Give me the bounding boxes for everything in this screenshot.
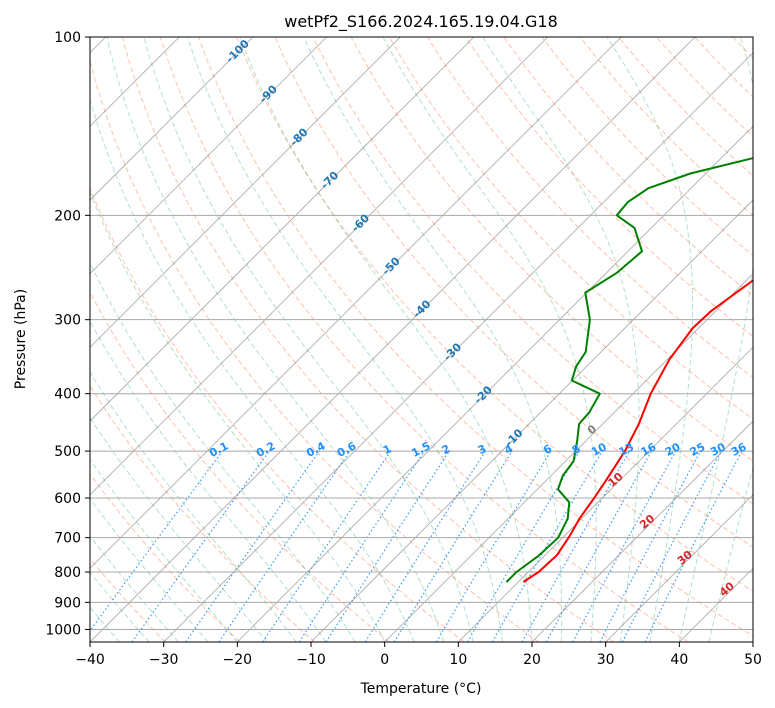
plot-frame <box>89 36 754 643</box>
isotherm-line <box>90 37 327 275</box>
mixing-ratio-label: 16 <box>639 440 659 459</box>
mixing-ratio-line <box>262 450 392 642</box>
y-tick-label: 100 <box>54 30 81 46</box>
isotherm-line <box>90 37 696 642</box>
background-lines <box>90 37 753 642</box>
moist-adiabat-line <box>106 37 445 642</box>
x-tick-label: −20 <box>223 652 253 668</box>
mixing-ratio-label: 30 <box>708 440 728 459</box>
dry-adiabat-line <box>503 37 753 297</box>
isotherm-line <box>384 273 753 642</box>
mixing-ratio-line <box>644 450 743 642</box>
dry-adiabat-line <box>90 557 166 642</box>
dry-adiabat-line <box>198 37 753 637</box>
y-tick-label: 900 <box>54 595 81 611</box>
dry-adiabat-line <box>90 186 465 642</box>
y-axis-label: Pressure (hPa) <box>13 289 29 389</box>
moist-adiabat-line <box>303 37 563 642</box>
dry-adiabat-line <box>90 472 241 642</box>
dry-adiabat-line <box>426 37 753 378</box>
mixing-ratio-line <box>521 450 631 642</box>
mixing-ratio-line <box>325 450 450 642</box>
isotherm-line <box>237 125 753 642</box>
mixing-ratio-line <box>185 450 320 642</box>
isotherm-line <box>531 420 753 642</box>
isotherm-line <box>90 37 401 348</box>
moist-adiabat-line <box>708 465 753 642</box>
x-tick-label: 0 <box>380 652 389 668</box>
profile-line <box>506 157 753 583</box>
mixing-ratio-label: 20 <box>663 440 683 459</box>
isotherm-line <box>90 37 548 496</box>
x-axis-label: Temperature (°C) <box>360 681 482 697</box>
x-tick-label: −40 <box>75 652 105 668</box>
mixing-ratio-label: 25 <box>688 440 708 459</box>
moist-adiabat-line <box>606 37 694 642</box>
mixing-ratio-label: 13 <box>617 440 637 459</box>
moist-adiabat-line <box>187 37 503 642</box>
dry-adiabat-line <box>121 37 614 642</box>
y-tick-label: 700 <box>54 531 81 547</box>
moist-adiabat-line <box>482 37 640 642</box>
moist-adiabat-line <box>143 37 474 642</box>
mixing-ratio-label: 10 <box>589 440 609 459</box>
y-tick-label: 600 <box>54 491 81 507</box>
moist-adiabat-line <box>90 261 356 642</box>
profile-line <box>523 279 753 583</box>
isotherm-line <box>90 37 622 569</box>
y-tick-label: 800 <box>54 565 81 581</box>
dry-adiabat-line <box>236 37 753 592</box>
x-tick-label: 40 <box>670 652 688 668</box>
mixing-ratio-line <box>572 450 677 642</box>
moist-adiabat-line <box>90 416 268 642</box>
y-tick-label: 500 <box>54 444 81 460</box>
isotherm-line <box>90 37 475 422</box>
isotherm-line <box>90 37 254 201</box>
dry-adiabat-line <box>350 37 753 462</box>
y-tick-label: 1000 <box>45 622 81 638</box>
x-tick-label: 30 <box>597 652 615 668</box>
dry-adiabat-line <box>90 291 390 642</box>
mixing-ratio-line <box>131 450 270 642</box>
mixing-ratio-line <box>393 450 513 642</box>
y-tick-label: 300 <box>54 313 81 329</box>
y-tick-label: 400 <box>54 387 81 403</box>
x-tick-label: 20 <box>523 652 541 668</box>
axes: −40 −30 −20 −10 0 10 20 30 40 50 100 200 300 400 500 60… <box>45 30 762 668</box>
moist-adiabat-line <box>90 190 386 642</box>
x-tick-label: 50 <box>744 652 762 668</box>
mixing-ratio-line <box>90 450 223 632</box>
dry-adiabat-line <box>274 37 753 548</box>
mixing-ratio-line <box>218 450 351 642</box>
moist-adiabat-line <box>382 37 597 642</box>
moist-adiabat-line <box>239 37 533 642</box>
x-tick-label: −10 <box>296 652 326 668</box>
isotherm-line <box>605 494 753 642</box>
dry-adiabat-line <box>90 59 540 642</box>
mixing-ratio-line <box>545 450 653 642</box>
profile-lines <box>506 157 753 583</box>
mixing-ratio-label: 36 <box>729 440 749 459</box>
mixing-ratio-line <box>298 450 425 642</box>
moist-adiabat-line <box>90 458 238 642</box>
x-tick-label: 10 <box>449 652 467 668</box>
isotherm-line <box>310 199 753 642</box>
isotherm-line <box>163 52 753 642</box>
chart-title: wetPf2_S166.2024.165.19.04.G18 <box>284 12 558 32</box>
isotherm-line <box>458 346 753 642</box>
y-tick-label: 200 <box>54 208 81 224</box>
dry-adiabat-line <box>159 37 689 642</box>
x-tick-label: −30 <box>149 652 179 668</box>
dry-adiabat-line <box>90 384 316 642</box>
moist-adiabat-line <box>90 320 327 642</box>
